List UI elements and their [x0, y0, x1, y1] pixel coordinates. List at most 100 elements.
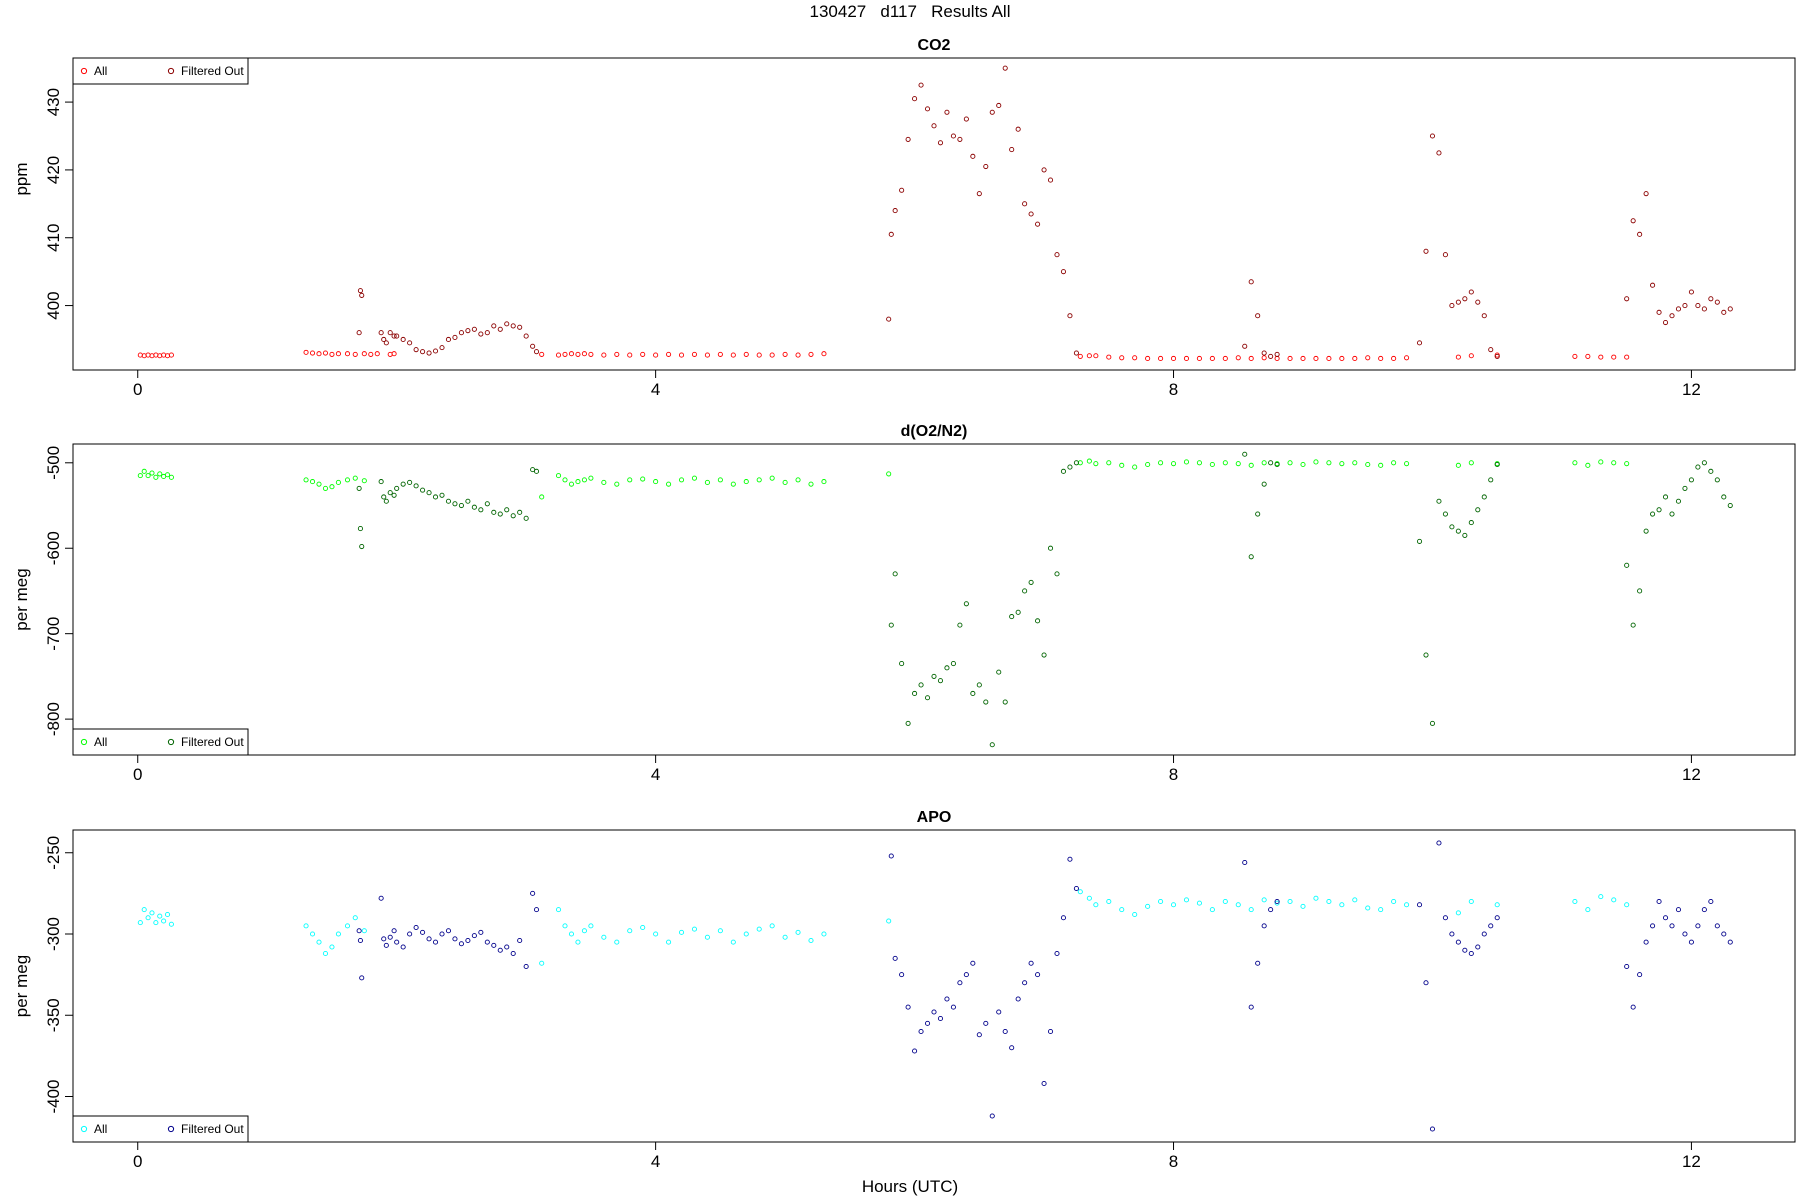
point-filtered-out	[1675, 306, 1682, 312]
point-filtered-out	[1047, 177, 1054, 183]
point-all	[782, 351, 788, 357]
point-all	[303, 477, 309, 483]
point-all	[303, 349, 309, 355]
point-all	[730, 352, 736, 358]
point-filtered-out	[1624, 963, 1630, 970]
y-tick-label: -300	[44, 917, 63, 951]
point-all	[1132, 911, 1138, 918]
point-filtered-out	[383, 340, 389, 346]
point-filtered-out	[1022, 980, 1028, 986]
point-filtered-out	[976, 191, 982, 197]
point-filtered-out	[1002, 65, 1008, 71]
data-points	[137, 451, 1733, 748]
point-filtered-out	[886, 316, 892, 322]
point-filtered-out	[1423, 652, 1429, 658]
point-all	[374, 351, 380, 357]
point-filtered-out	[1274, 461, 1280, 468]
point-all	[1572, 460, 1578, 466]
point-all	[168, 352, 174, 358]
point-all	[581, 351, 587, 357]
y-tick-label: -600	[44, 531, 63, 565]
point-all	[344, 351, 351, 357]
point-filtered-out	[1708, 468, 1714, 474]
point-all	[678, 929, 685, 935]
point-filtered-out	[359, 292, 365, 298]
point-filtered-out	[356, 485, 362, 491]
point-filtered-out	[391, 333, 397, 339]
point-filtered-out	[1416, 902, 1423, 908]
point-filtered-out	[1708, 898, 1714, 905]
point-filtered-out	[1041, 167, 1047, 173]
point-all	[691, 926, 698, 932]
point-filtered-out	[530, 343, 536, 349]
point-filtered-out	[432, 494, 439, 500]
legend-marker-all	[80, 738, 88, 746]
point-filtered-out	[1650, 923, 1656, 929]
point-filtered-out	[1721, 309, 1727, 315]
point-filtered-out	[478, 929, 484, 935]
point-filtered-out	[478, 331, 484, 337]
point-filtered-out	[357, 526, 363, 532]
point-filtered-out	[1255, 960, 1261, 966]
point-all	[1183, 355, 1190, 362]
point-filtered-out	[996, 1009, 1002, 1015]
point-all	[795, 477, 801, 483]
point-filtered-out	[530, 890, 536, 896]
point-filtered-out	[983, 163, 989, 170]
point-filtered-out	[1416, 340, 1423, 346]
point-all	[1378, 355, 1384, 362]
point-filtered-out	[1416, 538, 1423, 544]
point-filtered-out	[899, 972, 905, 978]
x-tick-label: 8	[1169, 380, 1178, 399]
point-filtered-out	[1643, 528, 1649, 534]
data-points	[137, 65, 1733, 362]
point-filtered-out	[1047, 545, 1054, 551]
point-filtered-out	[420, 929, 426, 935]
point-filtered-out	[1449, 303, 1455, 309]
chart-panel-co2: CO2 ppm 0 4 8 12 400 410 420 430 All Filtered Out	[12, 37, 1796, 399]
point-all	[1300, 355, 1306, 362]
point-filtered-out	[432, 348, 439, 354]
plot-frame	[72, 829, 1796, 1143]
point-filtered-out	[1488, 923, 1494, 929]
point-filtered-out	[1015, 609, 1021, 615]
point-filtered-out	[1727, 939, 1733, 945]
point-all	[1391, 460, 1397, 466]
point-filtered-out	[1714, 299, 1720, 305]
point-all	[717, 351, 723, 357]
point-all	[1132, 355, 1138, 361]
point-all	[886, 471, 892, 477]
point-all	[1598, 894, 1604, 900]
point-filtered-out	[1268, 460, 1274, 466]
point-all	[1352, 355, 1358, 362]
point-all	[1235, 355, 1241, 361]
point-filtered-out	[1261, 481, 1267, 487]
point-filtered-out	[996, 669, 1002, 675]
point-filtered-out	[465, 498, 471, 504]
point-filtered-out	[983, 1020, 989, 1026]
point-filtered-out	[458, 502, 464, 509]
point-all	[1132, 464, 1138, 470]
point-all	[153, 920, 159, 926]
point-all	[1222, 355, 1228, 362]
point-all	[137, 920, 143, 926]
legend: All Filtered Out	[72, 728, 249, 756]
point-filtered-out	[1423, 248, 1429, 254]
point-filtered-out	[491, 509, 497, 515]
point-all	[743, 931, 749, 937]
point-filtered-out	[937, 678, 944, 684]
point-filtered-out	[1015, 126, 1021, 132]
point-all	[1093, 902, 1099, 908]
point-all	[1196, 460, 1202, 466]
point-filtered-out	[1009, 1045, 1015, 1051]
point-filtered-out	[918, 82, 924, 88]
point-all	[1611, 460, 1617, 466]
point-all	[666, 939, 672, 945]
legend-box	[72, 728, 249, 756]
point-filtered-out	[912, 96, 918, 102]
point-filtered-out	[391, 928, 397, 934]
x-tick-label: 12	[1682, 765, 1701, 784]
point-all	[640, 351, 646, 357]
point-all	[562, 351, 568, 357]
point-filtered-out	[1695, 923, 1701, 929]
